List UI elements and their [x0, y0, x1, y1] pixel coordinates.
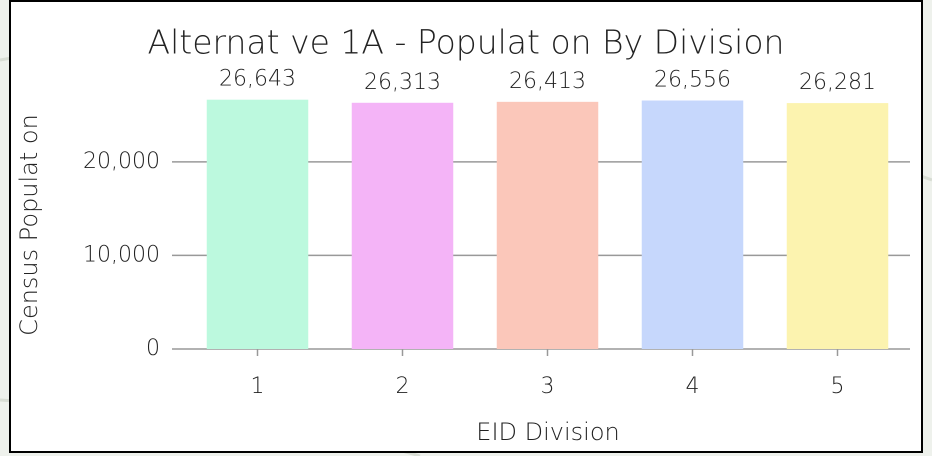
y-axis-label: Census Populat on: [15, 114, 43, 336]
x-tick-label: 4: [686, 374, 700, 399]
chart-title: Alternat ve 1A - Populat on By Division: [148, 23, 785, 62]
x-tick-label: 1: [251, 374, 265, 399]
bar: [206, 99, 309, 350]
data-label: 26,643: [219, 67, 296, 92]
y-tick-label: 0: [146, 336, 160, 361]
y-tick-label: 10,000: [83, 242, 160, 267]
bar: [351, 102, 454, 350]
bar: [641, 100, 744, 349]
chart-panel: [9, 0, 923, 453]
y-tick-label: 20,000: [83, 149, 160, 174]
x-axis-label: EID Division: [476, 418, 619, 446]
x-tick-label: 3: [541, 374, 555, 399]
x-tick-label: 2: [396, 374, 410, 399]
data-label: 26,556: [654, 68, 731, 93]
x-tick-label: 5: [831, 374, 845, 399]
data-label: 26,313: [364, 70, 441, 95]
data-label: 26,413: [509, 69, 586, 94]
bar: [496, 101, 599, 349]
bar: [786, 103, 889, 349]
data-label: 26,281: [799, 70, 876, 95]
